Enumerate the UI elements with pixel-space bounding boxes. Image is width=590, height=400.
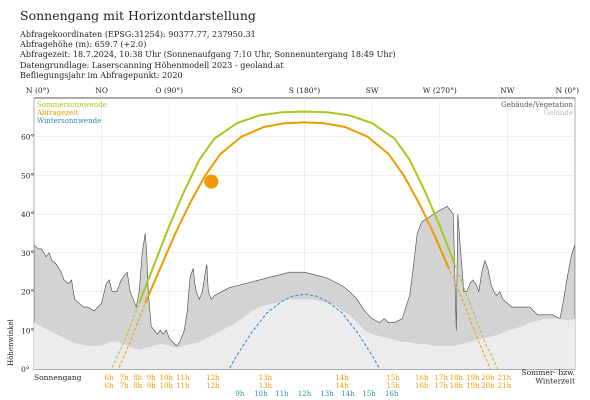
time-label: 10h (160, 382, 174, 390)
info-coordinates: Abfragekoordinaten (EPSG:31254): 90377.7… (20, 29, 256, 39)
time-label: 6h (105, 374, 114, 382)
time-label: 12h (298, 390, 312, 398)
time-label: 21h (498, 382, 512, 390)
plot-area (34, 110, 575, 369)
time-label: 8h (133, 382, 142, 390)
y-tick-label: 60° (21, 133, 35, 142)
time-label: 12h (206, 374, 220, 382)
bottom-right-label-1: Winterzeit (535, 377, 575, 386)
legend-left-2: Wintersonnwende (37, 117, 101, 125)
direction-label: S (180°) (289, 86, 321, 95)
time-label: 17h (435, 382, 449, 390)
time-label: 11h (176, 382, 190, 390)
time-label: 9h (147, 382, 156, 390)
time-label: 15h (362, 390, 376, 398)
direction-label: NW (500, 86, 515, 95)
time-label: 19h (466, 382, 480, 390)
time-label: 14h (335, 374, 349, 382)
y-tick-label: 0° (21, 365, 30, 374)
info-query-time: Abfragezeit: 18.7.2024, 10:38 Uhr (Sonne… (20, 49, 396, 60)
time-label: 16h (415, 374, 429, 382)
time-label: 15h (386, 382, 400, 390)
bottom-left-label: Sonnengang (34, 373, 82, 382)
direction-label: O (90°) (155, 86, 183, 95)
y-tick-label: 10° (21, 326, 35, 335)
time-label: 13h (320, 390, 334, 398)
direction-label: W (270°) (423, 86, 457, 95)
y-tick-label: 20° (21, 288, 35, 297)
time-label: 9h (235, 390, 244, 398)
legend-right-1: Gelände (544, 109, 573, 117)
time-label: 15h (386, 374, 400, 382)
series-line-sommersonnwende (138, 110, 456, 304)
time-label: 20h (481, 382, 495, 390)
time-label: 8h (133, 374, 142, 382)
time-label: 16h (385, 390, 399, 398)
info-height: Abfragehöhe (m): 659.7 (+2.0) (20, 39, 147, 50)
time-label: 7h (120, 374, 129, 382)
time-label: 10h (160, 374, 174, 382)
time-label: 7h (120, 382, 129, 390)
time-label: 12h (206, 382, 220, 390)
direction-label: N (0°) (26, 86, 49, 95)
time-label: 13h (259, 382, 273, 390)
time-label: 17h (435, 374, 449, 382)
info-data-source: Datengrundlage: Laserscanning Höhenmodel… (20, 59, 284, 70)
time-label: 16h (415, 382, 429, 390)
time-label: 11h (275, 390, 289, 398)
bottom-right-label-0: Sommer- bzw. (522, 368, 576, 377)
header: Sonnengang mit Horizontdarstellung Abfra… (20, 8, 580, 80)
y-axis-label: Höhenwinkel (7, 318, 15, 366)
time-label: 10h (254, 390, 268, 398)
y-tick-label: 50° (21, 171, 35, 180)
terrain-ground (34, 299, 575, 369)
legend-left-1: Abfragezeit (36, 109, 78, 117)
direction-label: SO (231, 86, 242, 95)
y-tick-label: 30° (21, 249, 35, 258)
legend-right-0: Gebäude/Vegetation (501, 101, 573, 109)
time-label: 11h (176, 374, 190, 382)
legend-left-0: Sommersonnwende (37, 101, 107, 109)
time-label: 9h (147, 374, 156, 382)
series-line-wintersonnwende (228, 293, 381, 369)
time-label: 18h (450, 382, 464, 390)
info-survey-year: Befliegungsjahr im Abfragepunkt: 2020 (20, 69, 183, 80)
time-label: 20h (481, 374, 495, 382)
direction-label: N (0°) (556, 86, 579, 95)
time-label: 19h (466, 374, 480, 382)
direction-label: SW (366, 86, 379, 95)
time-label: 14h (335, 382, 349, 390)
series-line-abfragezeit (144, 121, 450, 304)
time-label: 6h (105, 382, 114, 390)
time-label: 14h (341, 390, 355, 398)
time-label: 18h (450, 374, 464, 382)
sun-position-marker (204, 174, 219, 189)
direction-label: NO (95, 86, 108, 95)
time-label: 21h (498, 374, 512, 382)
page-title: Sonnengang mit Horizontdarstellung (20, 8, 256, 23)
y-tick-label: 40° (21, 210, 35, 219)
time-label: 13h (259, 374, 273, 382)
